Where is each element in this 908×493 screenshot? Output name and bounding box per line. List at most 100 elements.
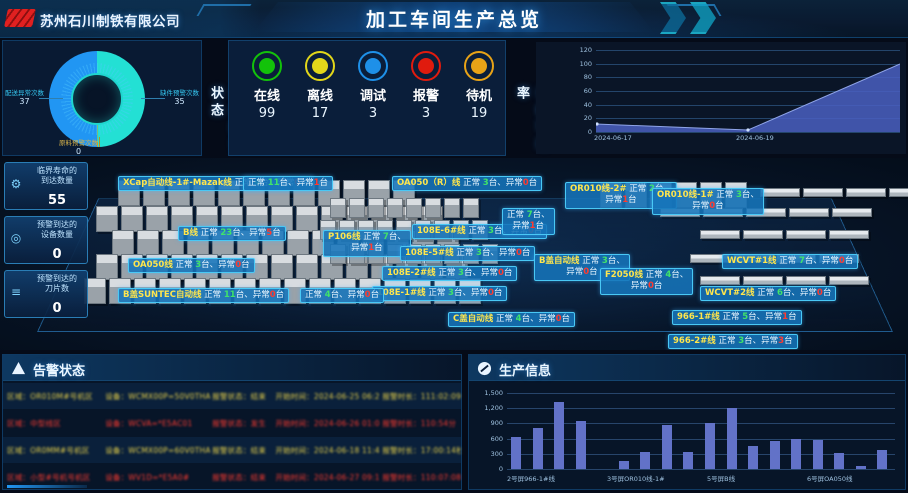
production-bar[interactable] [554, 402, 565, 469]
alarm-row[interactable]: 区域：OR0MM#号机区 设备：WCMX00P=60V0THA 报警状态：结束 开始时… [3, 437, 461, 463]
machine-unit[interactable] [829, 276, 869, 285]
line-tag-oa050[interactable]: OA050线 正常 3台、异常0台 [128, 258, 255, 274]
line-tag-wcvt1[interactable]: WCVT#1线 正常 7台、异常0台 [722, 254, 859, 270]
line-tag-abnormal: 异常0台 [252, 290, 285, 300]
machine-unit[interactable] [425, 198, 441, 218]
machine-unit[interactable] [846, 188, 886, 197]
app-header: 苏州石川制铁有限公司 加工车间生产总览 [0, 0, 908, 38]
machine-unit[interactable] [296, 254, 318, 280]
line-tag-f2050[interactable]: F2050线 正常 4台、 异常0台 [600, 268, 694, 295]
status-item-4[interactable]: 待机 19 [453, 51, 505, 121]
layers-icon: ≡ [10, 285, 22, 299]
machine-unit[interactable] [121, 206, 143, 232]
production-bar[interactable] [511, 436, 521, 469]
machine-unit[interactable] [760, 188, 800, 197]
alarm-cell: 开始时间：2024-06-18 11:45:19 [275, 445, 380, 455]
line-tag-966-1[interactable]: 966-1#线 正常 5台、异常1台 [672, 310, 802, 326]
bottom-row: 告警状态 区域：OR010M#号机区 设备：WCMX00P=50V0THA 报警状态… [0, 350, 908, 493]
machine-unit[interactable] [271, 254, 293, 280]
machine-unit[interactable] [786, 230, 826, 239]
line-tag-wcvt2[interactable]: WCVT#2线 正常 6台、异常0台 [700, 286, 837, 302]
status-item-3[interactable]: 报警 3 [400, 51, 452, 121]
production-bar[interactable] [640, 451, 651, 469]
info-card-0[interactable]: ⚙ 临界寿命的 到达数量 55 [4, 162, 88, 210]
machine-unit[interactable] [330, 198, 346, 218]
machine-unit[interactable] [444, 198, 460, 218]
production-bar[interactable] [812, 439, 823, 469]
machine-unit[interactable] [146, 206, 168, 232]
line-tag-name: OA050（R）线 [397, 178, 461, 188]
status-item-2[interactable]: 调试 3 [347, 51, 399, 121]
production-bar[interactable] [769, 441, 780, 469]
production-bar[interactable] [705, 423, 715, 469]
line-tag-e108-2[interactable]: 108E-2#线 正常 3台、异常0台 [382, 266, 518, 282]
info-card-2[interactable]: ≡ 预警到达的 刀片数 0 [4, 270, 88, 318]
production-bar-chart: 1,500 1,200 900 600 300 0 2号屏966-1#线 3号屏OR010线-… [484, 389, 895, 483]
production-bar[interactable] [791, 438, 802, 469]
production-bar[interactable] [683, 452, 694, 469]
production-bar[interactable] [877, 450, 888, 469]
machine-unit[interactable] [743, 276, 783, 285]
machine-unit[interactable] [803, 188, 843, 197]
line-tag-bgai[interactable]: B盖自动线 正常 3台、 异常0台 [534, 254, 630, 281]
line-tag-oa050r[interactable]: OA050（R）线 正常 3台、异常0台 [392, 176, 543, 192]
line-tag-or010-1[interactable]: OR010线-1# 正常 3台、 异常0台 [652, 188, 764, 215]
availability-xtick-0: 2024-06-17 [594, 134, 632, 142]
alarm-panel-corner-deco [7, 485, 87, 488]
machine-unit[interactable] [112, 230, 134, 256]
line-tag-e108-5[interactable]: 108E-5#线 正常 3台、异常0台 [400, 246, 536, 262]
machine-unit[interactable] [889, 188, 908, 197]
production-bar[interactable] [618, 460, 629, 469]
line-tag-bsuntec[interactable]: B盖SUNTEC自动线 正常 11台、异常0台 [118, 288, 290, 304]
production-bar[interactable] [661, 425, 672, 469]
machine-unit[interactable] [786, 276, 826, 285]
machine-unit[interactable] [287, 230, 309, 256]
line-tag-e108-1[interactable]: 108E-1#线 正常 3台、异常0台 [372, 286, 508, 302]
line-tag-normal: 正常 11台、 [248, 178, 297, 188]
alarm-cell: 设备：WV1D=*E5A0# [105, 472, 190, 482]
line-tag-bline[interactable]: B线 正常 23台、异常5台 [178, 226, 286, 242]
line-tag-l-unnamed2[interactable]: 正常 4台、异常0台 [300, 288, 385, 304]
machine-unit[interactable] [96, 206, 118, 232]
machine-unit[interactable] [789, 208, 829, 217]
alarm-row[interactable]: 区域：中型线区 设备：WCVA=*E5AC01 报警状态：发生 开始时间：2024-0… [3, 410, 461, 436]
line-tag-966-2[interactable]: 966-2#线 正常 3台、异常3台 [668, 334, 798, 350]
production-xtick: 6号屏OA050线 [807, 475, 853, 483]
machine-unit[interactable] [137, 230, 159, 256]
machine-unit[interactable] [387, 198, 403, 218]
machine-unit[interactable] [368, 198, 384, 218]
machine-unit[interactable] [463, 198, 479, 218]
alarm-row[interactable]: 区域：小型#号机号机区 设备：WV1D=*E5A0# 报警状态：结束 开始时间：202… [3, 464, 461, 490]
donut-label-delivery-value: 37 [19, 97, 30, 107]
line-tag-l-unnamed1[interactable]: 正常 11台、异常1台 [243, 176, 334, 192]
line-tag-p106[interactable]: P106线 正常 7台、 异常1台 [323, 230, 411, 257]
alarm-row[interactable]: 区域：OR010M#号机区 设备：WCMX00P=50V0THA 报警状态：结束 开始… [3, 383, 461, 409]
info-card-1[interactable]: ◎ 预警到达的 设备数量 0 [4, 216, 88, 264]
availability-ytick: 60 [583, 87, 592, 95]
line-tag-name: OR010线-2# [570, 184, 627, 194]
line-tag-name: 966-1#线 [677, 312, 720, 322]
production-bar[interactable] [748, 446, 759, 469]
machine-row [760, 188, 908, 214]
line-tag-l-unnamed3[interactable]: 正常 7台、 异常1台 [502, 208, 555, 235]
machine-unit[interactable] [406, 198, 422, 218]
status-item-0[interactable]: 在线 99 [241, 51, 293, 121]
line-tag-cgai[interactable]: C盖自动线 正常 4台、异常0台 [448, 312, 576, 328]
machine-unit[interactable] [829, 230, 869, 239]
machine-unit[interactable] [96, 254, 118, 280]
machine-unit[interactable] [296, 206, 318, 232]
production-bar[interactable] [575, 420, 586, 469]
status-item-1[interactable]: 离线 17 [294, 51, 346, 121]
line-tag-abnormal: 异常5台 [249, 228, 281, 238]
production-bar[interactable] [532, 427, 543, 469]
production-bar[interactable] [726, 408, 737, 469]
machine-unit[interactable] [700, 230, 740, 239]
machine-unit[interactable] [349, 198, 365, 218]
machine-unit[interactable] [743, 230, 783, 239]
availability-gridline [596, 118, 900, 120]
machine-unit[interactable] [700, 276, 740, 285]
machine-unit[interactable] [832, 208, 872, 217]
production-gridline [507, 423, 895, 425]
production-bar[interactable] [855, 465, 866, 469]
production-bar[interactable] [834, 452, 845, 469]
